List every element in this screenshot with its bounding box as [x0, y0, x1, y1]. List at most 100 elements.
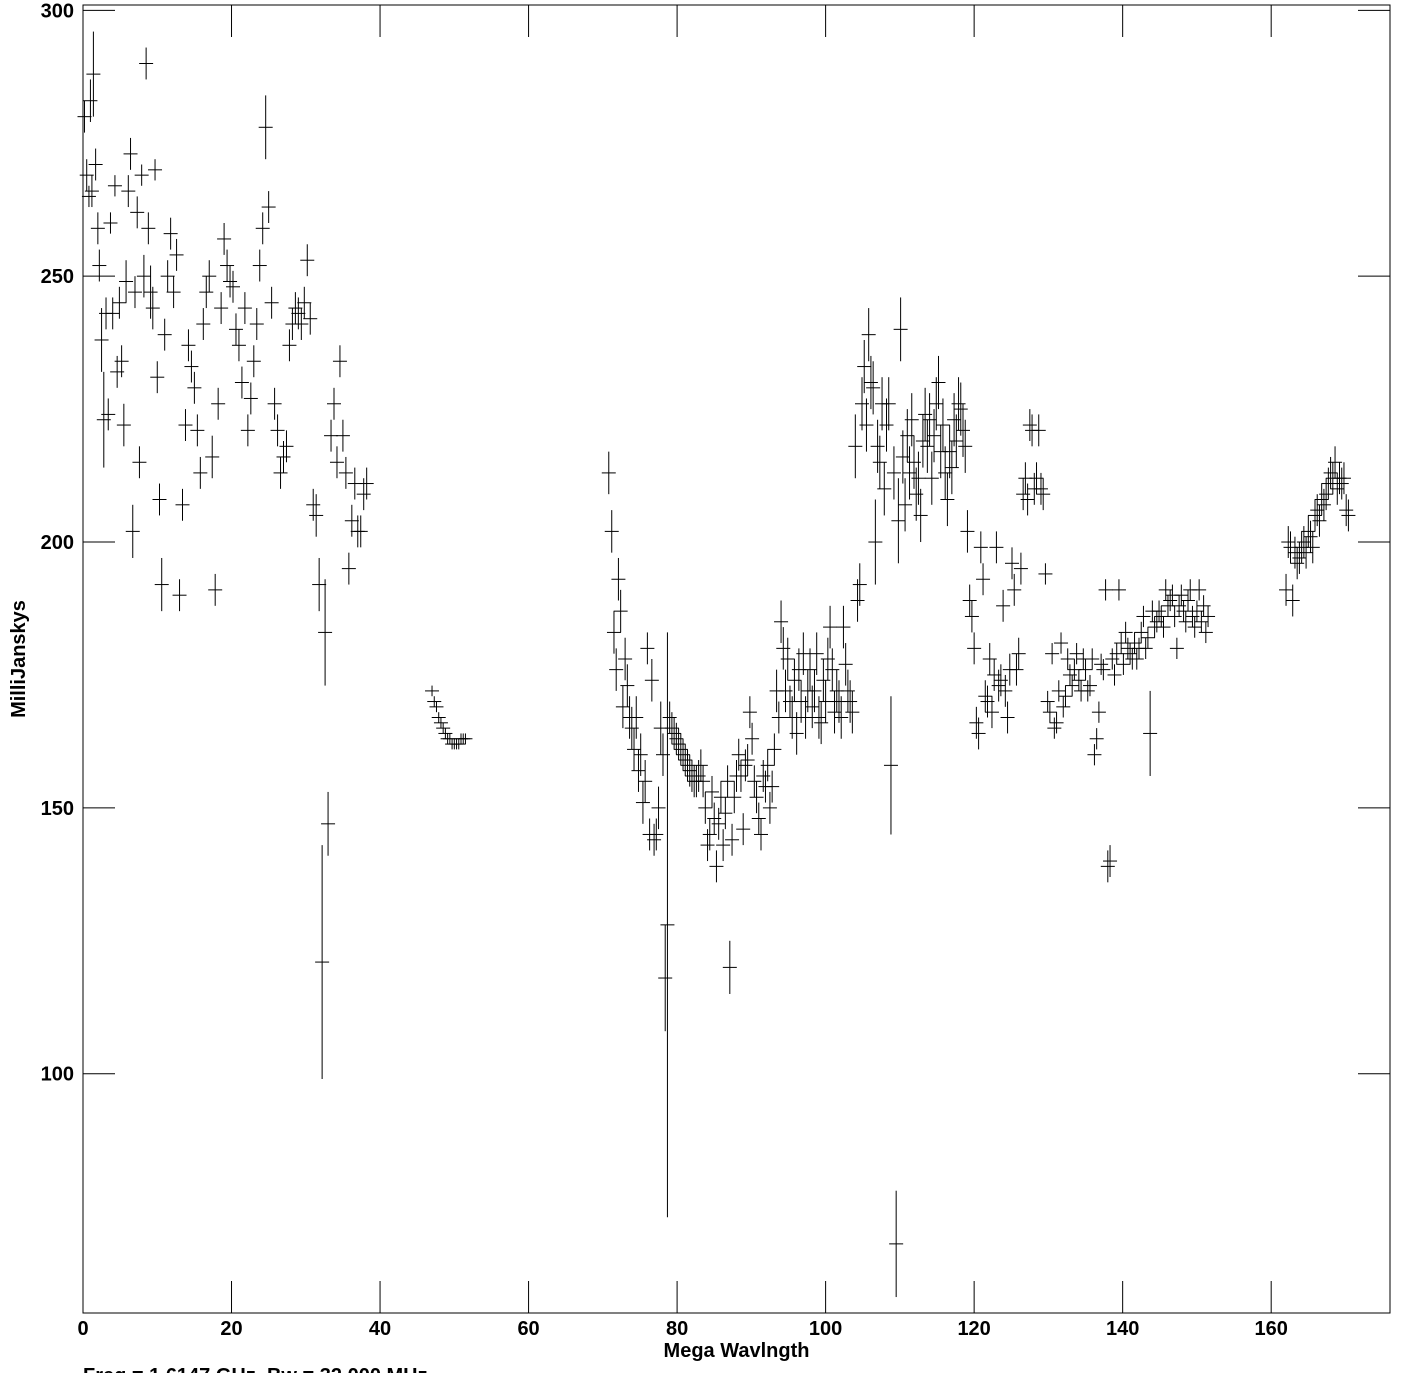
data-point [237, 292, 252, 325]
data-point [119, 260, 134, 303]
data-point [1339, 494, 1354, 527]
data-point [1152, 600, 1167, 622]
data-point [321, 791, 336, 856]
axis-ticks [82, 5, 1390, 1313]
y-tick-label: 200 [41, 532, 74, 554]
y-tick-label: 100 [41, 1064, 74, 1086]
data-point [811, 696, 826, 739]
data-point [1042, 701, 1057, 723]
data-point [92, 249, 107, 282]
x-tick-label: 120 [957, 1318, 990, 1340]
data-point [1334, 467, 1349, 500]
data-point [629, 696, 644, 739]
data-point [1047, 717, 1062, 739]
data-point [696, 765, 711, 798]
data-point [920, 419, 935, 473]
data-point [834, 696, 849, 739]
data-point [767, 733, 782, 766]
data-point [1138, 637, 1153, 659]
data-point [754, 818, 769, 851]
data-point [130, 196, 145, 229]
data-point [231, 329, 246, 362]
data-point [838, 643, 853, 686]
data-point [1336, 462, 1351, 495]
data-point [718, 797, 733, 830]
data-point [172, 579, 187, 612]
data-point [618, 637, 633, 681]
data-point [638, 760, 653, 803]
data-point [1201, 605, 1216, 628]
data-point [1341, 499, 1356, 532]
data-point [720, 765, 735, 798]
data-point [991, 669, 1006, 702]
data-point [1033, 472, 1048, 505]
data-point [112, 286, 127, 319]
data-point [77, 100, 92, 133]
data-point [1100, 850, 1115, 883]
data-point [261, 191, 276, 223]
data-point [288, 292, 303, 325]
data-point [716, 829, 731, 862]
data-point [143, 265, 158, 319]
data-point [1045, 643, 1060, 665]
data-point [747, 765, 762, 798]
data-point [1013, 552, 1028, 585]
data-point [727, 781, 742, 814]
data-point [635, 781, 650, 824]
x-tick-label: 80 [666, 1318, 688, 1340]
data-point [601, 451, 616, 495]
data-point [84, 175, 99, 208]
data-point [425, 685, 440, 697]
data-point [836, 605, 851, 649]
data-point [1080, 680, 1095, 702]
data-point [774, 600, 789, 644]
data-point [843, 680, 858, 723]
data-point [866, 361, 881, 415]
data-point [1071, 669, 1086, 691]
data-point [1082, 674, 1097, 697]
data-point [347, 467, 362, 500]
data-point [431, 712, 446, 723]
data-point [771, 701, 786, 734]
data-point [940, 472, 955, 527]
data-point [127, 276, 142, 309]
data-point [341, 552, 356, 585]
data-point [228, 313, 243, 346]
x-tick-label: 40 [369, 1318, 391, 1340]
data-point [258, 95, 273, 160]
data-point [749, 781, 764, 814]
data-point [760, 749, 775, 782]
data-point [709, 850, 724, 883]
data-point [145, 286, 160, 330]
data-point [123, 137, 138, 170]
data-point [973, 531, 988, 564]
data-point [780, 637, 795, 681]
data-point [620, 664, 635, 707]
data-point [252, 249, 267, 282]
data-point [861, 308, 876, 362]
data-point [190, 414, 205, 447]
y-tick-label: 150 [41, 798, 74, 820]
data-point [1094, 653, 1109, 675]
data-point [700, 829, 715, 862]
data-point [606, 611, 621, 654]
data-point [1156, 616, 1171, 638]
y-axis-title: MilliJanskys [8, 600, 30, 718]
data-point [211, 387, 226, 420]
data-point [217, 223, 232, 255]
data-point [998, 674, 1013, 707]
data-point [1111, 579, 1126, 601]
data-point [1154, 605, 1169, 628]
data-point [249, 308, 264, 340]
x-tick-label: 60 [517, 1318, 539, 1340]
data-point [1005, 547, 1020, 580]
data-point [154, 557, 169, 612]
data-point [647, 823, 662, 856]
data-point [609, 648, 624, 691]
data-point [693, 749, 708, 782]
data-point [1136, 605, 1151, 628]
data-point [1103, 845, 1118, 877]
data-point [199, 276, 214, 309]
x-tick-label: 20 [220, 1318, 242, 1340]
data-point [942, 425, 957, 479]
